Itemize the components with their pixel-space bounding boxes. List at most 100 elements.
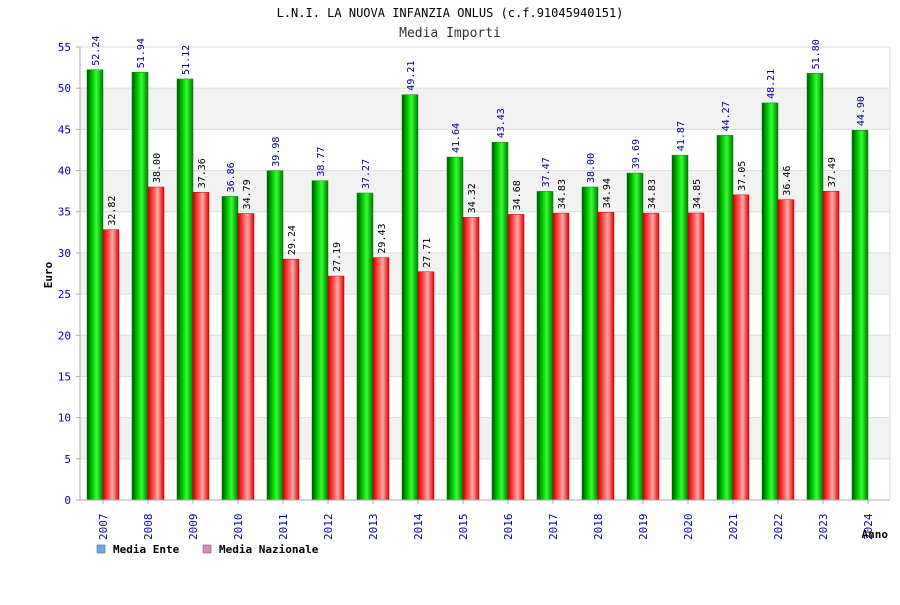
y-tick-label: 40 xyxy=(58,165,71,178)
value-label: 44.90 xyxy=(856,96,867,126)
bars-group xyxy=(86,69,869,501)
bar-media-nazionale-2012 xyxy=(327,275,345,501)
value-label: 38.77 xyxy=(316,147,327,177)
value-label: 29.24 xyxy=(287,225,298,255)
bar-media-ente-2009 xyxy=(176,78,194,501)
value-label: 34.83 xyxy=(647,179,658,209)
x-axis: 2007 2008 2009 2010 2011 2012 2013 2014 2015 2016… xyxy=(97,500,875,540)
bar-media-ente-2024 xyxy=(851,129,869,501)
grid-band xyxy=(80,294,890,336)
y-tick-label: 25 xyxy=(58,288,71,301)
x-tick-label: 2023 xyxy=(817,514,830,541)
bar-media-nazionale-2019 xyxy=(642,212,660,501)
bar-media-ente-2018 xyxy=(581,186,599,501)
bar-media-ente-2016 xyxy=(491,142,509,501)
value-label: 49.21 xyxy=(406,61,417,91)
bar-media-ente-2020 xyxy=(671,154,689,501)
legend-label-media-ente: Media Ente xyxy=(113,543,180,556)
x-tick-label: 2011 xyxy=(277,514,290,541)
grid-band xyxy=(80,129,890,171)
value-label: 38.00 xyxy=(586,153,597,183)
bar-media-nazionale-2022 xyxy=(777,199,795,501)
bar-media-nazionale-2010 xyxy=(237,213,255,501)
x-tick-label: 2008 xyxy=(142,514,155,541)
y-axis-title: Euro xyxy=(42,261,55,288)
grid-band xyxy=(80,335,890,377)
bar-media-ente-2014 xyxy=(401,94,419,501)
grid-band xyxy=(80,417,890,459)
x-tick-label: 2022 xyxy=(772,514,785,541)
bar-media-ente-2019 xyxy=(626,172,644,501)
value-label: 34.83 xyxy=(557,179,568,209)
bar-media-nazionale-2008 xyxy=(147,186,165,501)
x-tick-label: 2014 xyxy=(412,513,425,540)
bar-media-nazionale-2011 xyxy=(282,258,300,501)
x-tick-label: 2017 xyxy=(547,514,560,541)
value-label: 37.49 xyxy=(827,157,838,187)
value-label: 34.79 xyxy=(242,179,253,209)
bar-media-ente-2013 xyxy=(356,192,374,501)
value-label: 37.36 xyxy=(197,158,208,188)
value-label: 36.46 xyxy=(782,166,793,196)
y-tick-label: 10 xyxy=(58,412,71,425)
bar-media-nazionale-2023 xyxy=(822,190,840,501)
x-tick-label: 2016 xyxy=(502,514,515,541)
x-tick-label: 2019 xyxy=(637,514,650,541)
y-tick-label: 50 xyxy=(58,82,71,95)
value-label: 34.94 xyxy=(602,178,613,208)
y-tick-label: 45 xyxy=(58,123,71,136)
bar-media-ente-2007 xyxy=(86,69,104,501)
bar-media-nazionale-2007 xyxy=(102,229,120,501)
bar-media-nazionale-2009 xyxy=(192,192,210,501)
bar-media-nazionale-2013 xyxy=(372,257,390,501)
value-label: 34.32 xyxy=(467,183,478,213)
grid-band xyxy=(80,458,890,500)
y-tick-label: 30 xyxy=(58,247,71,260)
value-label: 43.43 xyxy=(496,108,507,138)
legend-swatch-media-ente xyxy=(96,544,106,554)
value-label: 52.24 xyxy=(91,36,102,66)
chart-subtitle: Media Importi xyxy=(399,26,501,41)
value-label: 29.43 xyxy=(377,223,388,253)
bar-media-nazionale-2017 xyxy=(552,212,570,501)
bar-media-ente-2010 xyxy=(221,196,239,501)
grid-band xyxy=(80,88,890,130)
value-label: 34.85 xyxy=(692,179,703,209)
y-tick-label: 55 xyxy=(58,41,71,54)
value-label: 41.64 xyxy=(451,123,462,153)
x-tick-label: 2018 xyxy=(592,514,605,541)
y-tick-label: 20 xyxy=(58,329,71,342)
bar-media-ente-2012 xyxy=(311,180,329,501)
bar-media-nazionale-2021 xyxy=(732,194,750,501)
y-tick-label: 15 xyxy=(58,370,71,383)
value-label: 39.69 xyxy=(631,139,642,169)
bar-media-ente-2008 xyxy=(131,71,149,501)
value-label: 36.86 xyxy=(226,162,237,192)
bar-media-ente-2015 xyxy=(446,156,464,501)
x-tick-label: 2007 xyxy=(97,514,110,541)
value-label: 51.80 xyxy=(811,39,822,69)
bar-media-nazionale-2018 xyxy=(597,211,615,501)
y-tick-label: 0 xyxy=(64,494,71,507)
y-tick-label: 35 xyxy=(58,206,71,219)
grid-band xyxy=(80,47,890,89)
x-tick-label: 2015 xyxy=(457,514,470,541)
bar-media-ente-2023 xyxy=(806,73,824,501)
legend: Media Ente Media Nazionale xyxy=(96,543,319,556)
value-label: 27.71 xyxy=(422,238,433,268)
x-tick-label: 2020 xyxy=(682,514,695,541)
value-labels-group: 52.24 32.82 51.94 38.00 51.12 37.36 36.86 34.79… xyxy=(91,36,867,272)
grid-band xyxy=(80,170,890,212)
value-label: 48.21 xyxy=(766,69,777,99)
legend-swatch-media-nazionale xyxy=(202,544,212,554)
bar-media-nazionale-2014 xyxy=(417,271,435,501)
x-tick-label: 2012 xyxy=(322,514,335,541)
value-label: 51.94 xyxy=(136,38,147,68)
x-tick-label: 2021 xyxy=(727,514,740,541)
y-tick-label: 5 xyxy=(64,453,71,466)
x-tick-label: 2024 xyxy=(862,513,875,540)
legend-label-media-nazionale: Media Nazionale xyxy=(219,543,319,556)
value-label: 37.27 xyxy=(361,159,372,189)
grid-band xyxy=(80,376,890,418)
